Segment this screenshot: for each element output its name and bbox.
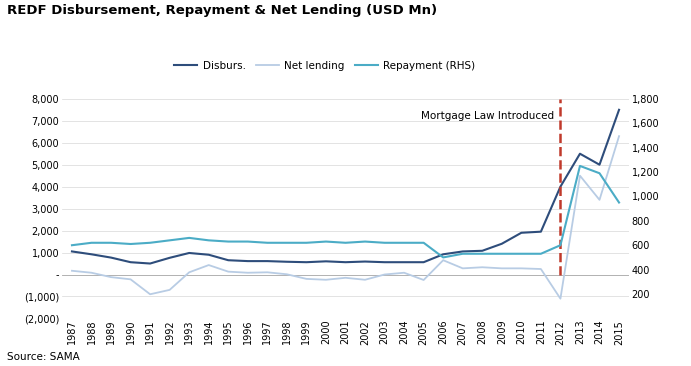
Disburs. (537, 229, 545, 234)
Disburs. (596, 163, 604, 167)
Net lending (87, 270, 95, 275)
Disburs. (146, 261, 154, 266)
Repayment (RHS) (224, 239, 232, 244)
Repayment (RHS) (498, 251, 506, 256)
Net lending (263, 270, 272, 274)
Disburs. (517, 231, 525, 235)
Net lending (400, 270, 408, 275)
Text: Source: SAMA: Source: SAMA (7, 352, 79, 362)
Disburs. (361, 259, 369, 264)
Disburs. (459, 249, 467, 254)
Net lending (302, 277, 310, 281)
Disburs. (185, 251, 193, 255)
Disburs. (556, 184, 565, 189)
Net lending (439, 258, 447, 262)
Net lending (283, 272, 291, 276)
Net lending (166, 288, 174, 292)
Repayment (RHS) (400, 240, 408, 245)
Repayment (RHS) (361, 239, 369, 244)
Net lending (205, 263, 213, 267)
Line: Repayment (RHS): Repayment (RHS) (72, 166, 619, 257)
Net lending (185, 270, 193, 274)
Disburs. (224, 258, 232, 262)
Repayment (RHS) (68, 243, 76, 247)
Net lending (68, 269, 76, 273)
Disburs. (126, 260, 135, 264)
Repayment (RHS) (185, 236, 193, 240)
Net lending (615, 134, 623, 138)
Repayment (RHS) (459, 251, 467, 256)
Disburs. (166, 255, 174, 260)
Disburs. (478, 249, 486, 253)
Repayment (RHS) (166, 238, 174, 243)
Net lending (478, 265, 486, 269)
Net lending (498, 266, 506, 270)
Repayment (RHS) (322, 239, 330, 244)
Disburs. (244, 259, 252, 263)
Disburs. (322, 259, 330, 264)
Line: Disburs.: Disburs. (72, 110, 619, 264)
Repayment (RHS) (341, 240, 350, 245)
Net lending (459, 266, 467, 270)
Repayment (RHS) (478, 251, 486, 256)
Disburs. (615, 108, 623, 112)
Repayment (RHS) (107, 240, 115, 245)
Legend: Disburs., Net lending, Repayment (RHS): Disburs., Net lending, Repayment (RHS) (170, 56, 480, 75)
Net lending (107, 275, 115, 279)
Net lending (419, 278, 428, 282)
Disburs. (283, 259, 291, 264)
Disburs. (341, 260, 350, 264)
Disburs. (263, 259, 272, 263)
Net lending (537, 267, 545, 271)
Repayment (RHS) (537, 251, 545, 256)
Net lending (341, 276, 350, 280)
Net lending (126, 277, 135, 281)
Repayment (RHS) (87, 240, 95, 245)
Repayment (RHS) (244, 239, 252, 244)
Disburs. (439, 252, 447, 257)
Disburs. (419, 260, 428, 264)
Net lending (596, 198, 604, 202)
Disburs. (302, 260, 310, 264)
Repayment (RHS) (419, 240, 428, 245)
Repayment (RHS) (263, 240, 272, 245)
Repayment (RHS) (517, 251, 525, 256)
Disburs. (68, 249, 76, 254)
Repayment (RHS) (576, 164, 584, 168)
Repayment (RHS) (302, 240, 310, 245)
Disburs. (107, 255, 115, 260)
Net lending (381, 272, 389, 277)
Repayment (RHS) (556, 243, 565, 247)
Disburs. (87, 252, 95, 257)
Disburs. (381, 260, 389, 264)
Net lending (322, 277, 330, 282)
Text: Mortgage Law Introduced: Mortgage Law Introduced (422, 111, 555, 122)
Disburs. (576, 152, 584, 156)
Net lending (244, 270, 252, 275)
Text: REDF Disbursement, Repayment & Net Lending (USD Mn): REDF Disbursement, Repayment & Net Lendi… (7, 4, 437, 17)
Repayment (RHS) (126, 242, 135, 246)
Disburs. (400, 260, 408, 264)
Repayment (RHS) (381, 240, 389, 245)
Disburs. (498, 242, 506, 246)
Repayment (RHS) (615, 200, 623, 205)
Net lending (556, 296, 565, 301)
Net lending (576, 173, 584, 178)
Net lending (361, 277, 369, 282)
Repayment (RHS) (146, 240, 154, 245)
Net lending (146, 292, 154, 296)
Line: Net lending: Net lending (72, 136, 619, 299)
Repayment (RHS) (205, 238, 213, 243)
Net lending (224, 269, 232, 274)
Net lending (517, 266, 525, 270)
Repayment (RHS) (439, 255, 447, 259)
Repayment (RHS) (596, 171, 604, 175)
Disburs. (205, 253, 213, 257)
Repayment (RHS) (283, 240, 291, 245)
